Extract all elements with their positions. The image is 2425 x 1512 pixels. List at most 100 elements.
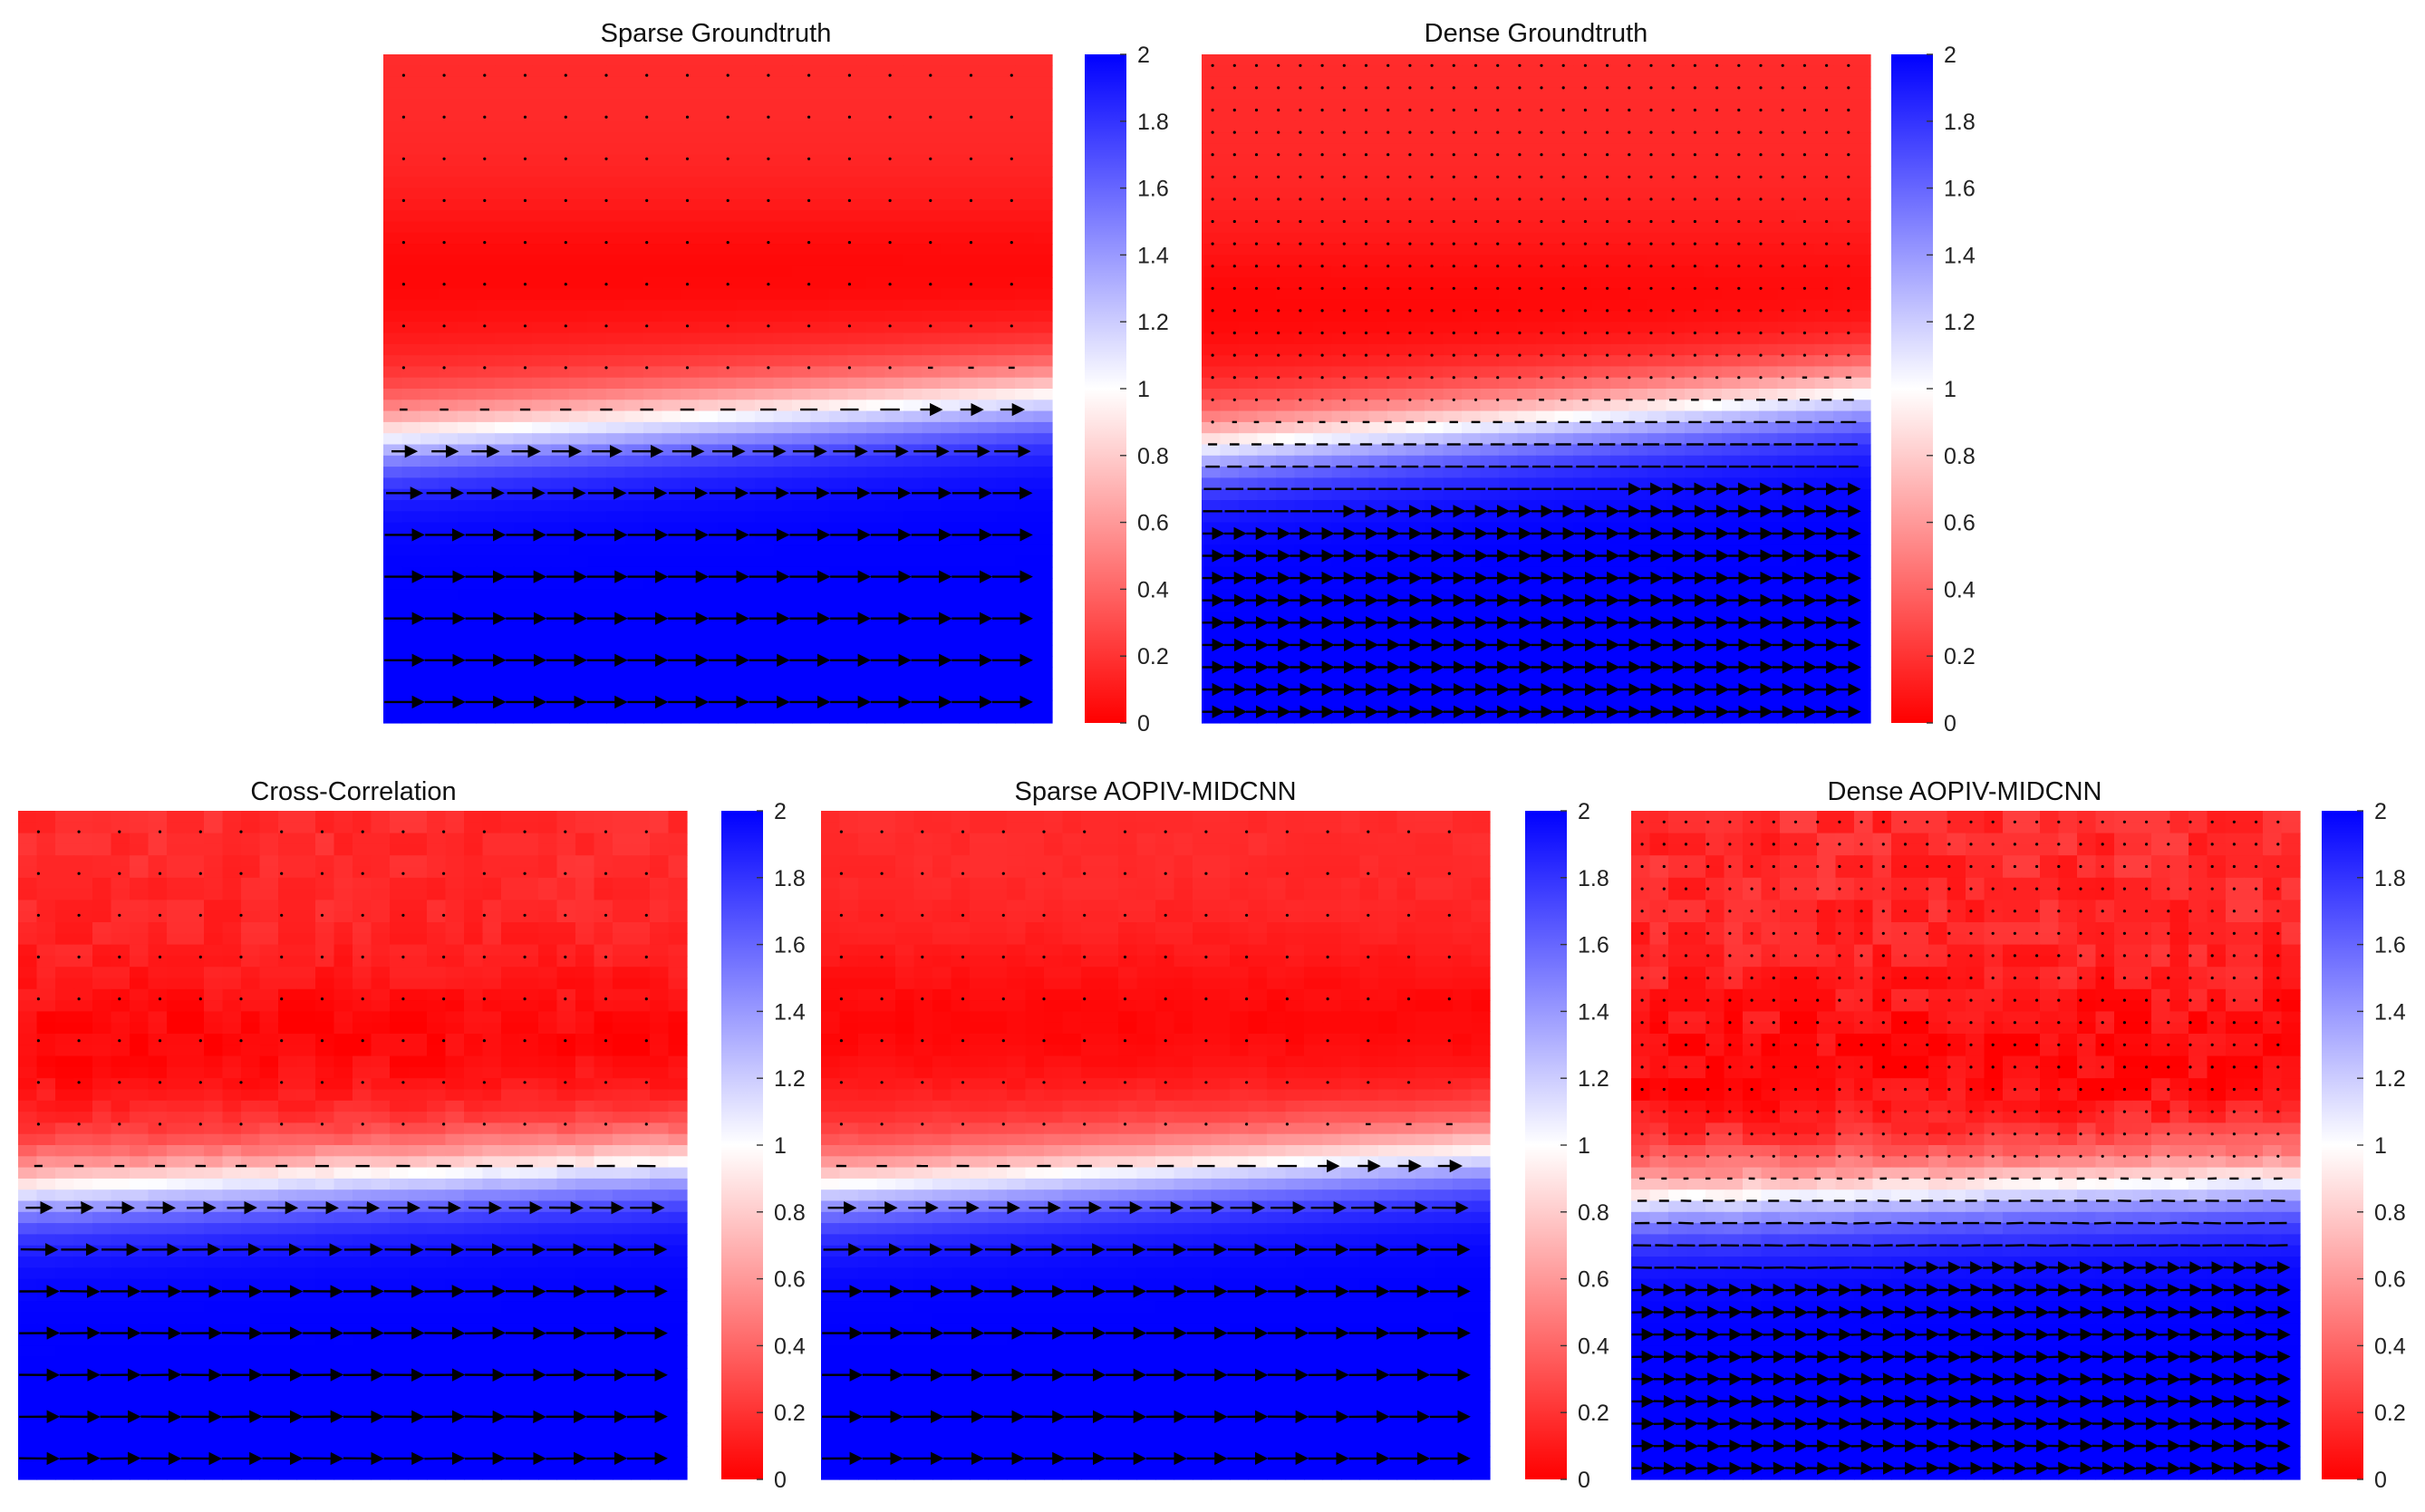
vector-arrow: [1010, 73, 1013, 77]
heatmap-cell: [847, 578, 867, 590]
heatmap-cell: [439, 255, 459, 267]
heatmap-cell: [773, 120, 793, 133]
heatmap-cell: [513, 511, 533, 524]
heatmap-cell: [810, 678, 830, 690]
heatmap-cell: [1015, 132, 1035, 144]
heatmap-cell: [569, 188, 589, 200]
heatmap-cell: [1536, 76, 1556, 89]
heatmap-cell: [532, 343, 552, 356]
heatmap-cell: [1666, 299, 1686, 312]
heatmap-cell: [996, 87, 1016, 100]
vector-arrow: [1671, 197, 1675, 201]
heatmap-cell: [532, 400, 552, 412]
heatmap-cell: [681, 310, 700, 323]
heatmap-cell: [1517, 555, 1537, 568]
vector-arrow: [1671, 219, 1675, 224]
heatmap-cell: [1722, 132, 1742, 144]
heatmap-cell: [1499, 467, 1519, 478]
heatmap-cell: [810, 154, 830, 167]
vector-arrow: [1299, 242, 1302, 246]
heatmap-cell: [996, 555, 1016, 568]
vector-arrow: [604, 241, 608, 245]
heatmap-cell: [587, 689, 607, 701]
heatmap-cell: [1740, 689, 1760, 701]
heatmap-cell: [810, 589, 830, 602]
heatmap-cell: [1647, 322, 1667, 334]
colorbar-tick-label: 0.2: [1137, 644, 1169, 669]
heatmap-cell: [1202, 400, 1222, 412]
heatmap-cell: [829, 310, 849, 323]
heatmap-cell: [1220, 177, 1240, 189]
heatmap-cell: [458, 689, 478, 701]
heatmap-cell: [959, 667, 979, 679]
heatmap-cell: [1685, 656, 1705, 669]
heatmap-cell: [941, 477, 961, 490]
heatmap-cell: [1202, 633, 1222, 646]
heatmap-cell: [792, 555, 812, 568]
heatmap-cell: [1796, 355, 1816, 367]
heatmap-cell: [1015, 555, 1035, 568]
heatmap-cell: [1499, 120, 1519, 133]
heatmap-cell: [1294, 711, 1314, 724]
heatmap-cell: [1276, 288, 1296, 301]
heatmap-cell: [383, 433, 403, 446]
heatmap-cell: [884, 511, 904, 524]
heatmap-cell: [662, 221, 681, 234]
heatmap-cell: [1480, 54, 1500, 66]
heatmap-cell: [1554, 310, 1574, 323]
vector-arrow: [483, 366, 487, 370]
heatmap-cell: [1480, 555, 1500, 568]
vector-arrow: [1540, 108, 1543, 112]
heatmap-cell: [959, 355, 979, 367]
heatmap-cell: [996, 132, 1016, 144]
vector-arrow: [1452, 265, 1455, 268]
heatmap-cell: [606, 578, 626, 590]
heatmap-cell: [1740, 299, 1760, 312]
heatmap-cell: [420, 265, 440, 278]
heatmap-cell: [1610, 265, 1630, 278]
vector-arrow: [1496, 242, 1500, 246]
heatmap-cell: [792, 656, 812, 669]
heatmap-cell: [1033, 400, 1053, 412]
vector-arrow: [1737, 86, 1741, 90]
vector-arrow: [1781, 309, 1784, 313]
heatmap-cell: [1015, 500, 1035, 512]
heatmap-cell: [1591, 166, 1611, 178]
heatmap-cell: [847, 410, 867, 423]
heatmap-cell: [587, 477, 607, 490]
heatmap-cell: [1033, 221, 1053, 234]
heatmap-cell: [1368, 500, 1388, 512]
heatmap-cell: [1851, 132, 1871, 144]
heatmap-cell: [1387, 656, 1407, 669]
heatmap-cell: [847, 232, 867, 245]
heatmap-cell: [1331, 332, 1351, 345]
heatmap-cell: [755, 544, 775, 557]
heatmap-cell: [1499, 366, 1519, 379]
heatmap-cell: [643, 99, 663, 111]
heatmap-cell: [383, 198, 403, 211]
heatmap-cell: [810, 366, 830, 379]
heatmap-cell: [1239, 265, 1259, 278]
heatmap-cell: [773, 600, 793, 612]
heatmap-cell: [1015, 277, 1035, 289]
heatmap-cell: [1015, 421, 1035, 434]
heatmap-cell: [699, 166, 719, 178]
heatmap-cell: [996, 322, 1016, 334]
heatmap-cell: [1722, 255, 1742, 267]
heatmap-cell: [792, 65, 812, 78]
heatmap-cell: [1499, 477, 1519, 490]
heatmap-cell: [792, 533, 812, 545]
heatmap-cell: [1573, 232, 1593, 245]
heatmap-cell: [847, 444, 867, 457]
heatmap-cell: [1499, 265, 1519, 278]
vector-arrow: [1430, 63, 1434, 67]
vector-arrow: [1628, 175, 1631, 178]
heatmap-cell: [810, 544, 830, 557]
heatmap-cell: [1647, 221, 1667, 234]
heatmap-cell: [1591, 566, 1611, 579]
heatmap-cell: [420, 522, 440, 534]
heatmap-cell: [1591, 232, 1611, 245]
heatmap-cell: [1759, 87, 1779, 100]
heatmap-cell: [1833, 555, 1853, 568]
heatmap-cell: [383, 310, 403, 323]
